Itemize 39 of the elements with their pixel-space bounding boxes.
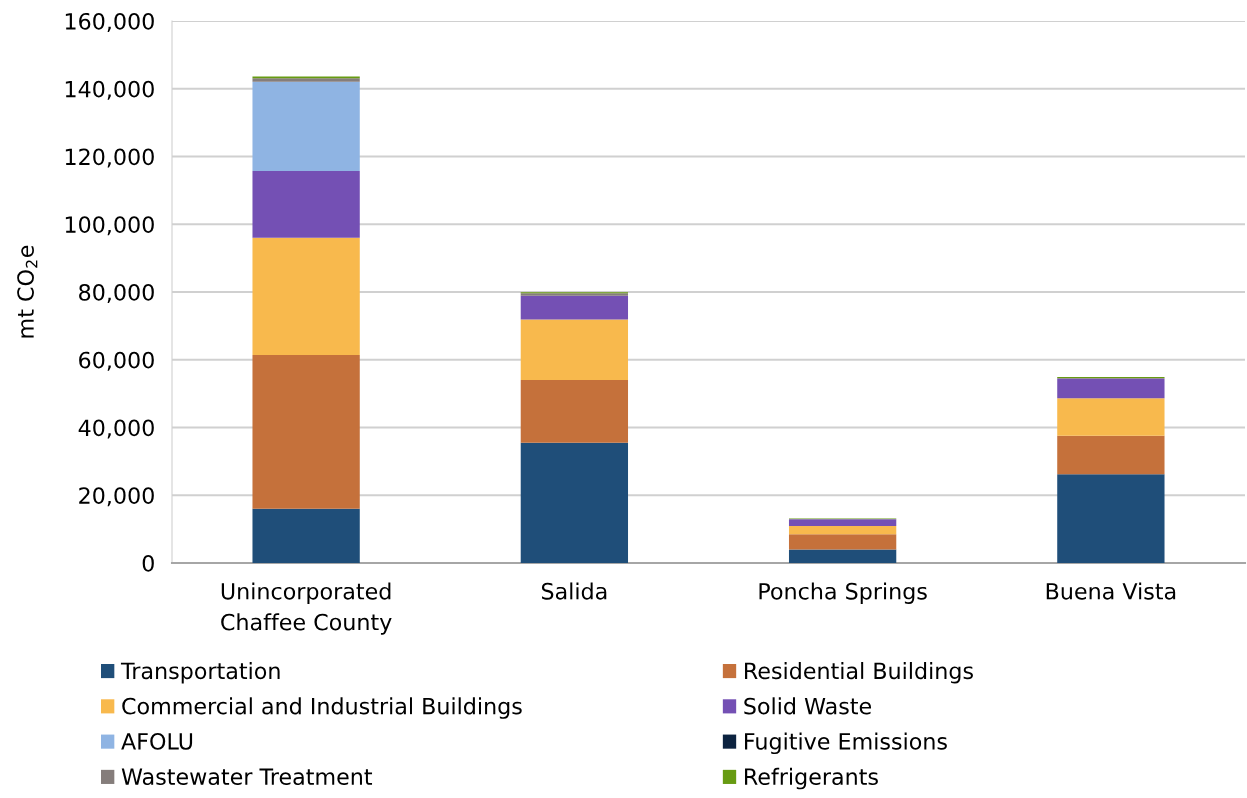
- y-tick-label: 140,000: [65, 80, 154, 100]
- bar: [520, 295, 629, 320]
- bar: [520, 319, 629, 381]
- bar: [788, 526, 897, 535]
- legend-label: Refrigerants: [745, 767, 878, 790]
- bar: [252, 171, 360, 238]
- legend-label: Fugitive Emissions: [745, 732, 947, 755]
- y-tick-label: 100,000: [65, 216, 154, 236]
- bar: [788, 534, 897, 550]
- bar: [788, 519, 897, 527]
- y-tick-label: 0: [142, 554, 154, 572]
- bar: [252, 355, 360, 509]
- bar: [1057, 435, 1165, 475]
- bar: [520, 442, 629, 563]
- x-tick-label: Salida: [541, 582, 607, 600]
- y-tick-label: 80,000: [79, 283, 154, 304]
- y-tick-label: 40,000: [78, 419, 154, 439]
- y-tick-label: 60,000: [79, 351, 154, 371]
- bar: [252, 508, 360, 563]
- y-axis-title: mt CO$_{2}$e: [17, 245, 38, 338]
- legend-label: AFOLU: [121, 732, 193, 750]
- legend-label: Solid Waste: [744, 697, 872, 715]
- legend-label: Commercial and Industrial Buildings: [122, 697, 522, 719]
- x-tick-label: Poncha Springs: [759, 582, 927, 604]
- y-tick-label: 160,000: [65, 12, 154, 33]
- bar: [1057, 398, 1165, 436]
- bar: [1057, 474, 1165, 563]
- bar: [520, 380, 629, 443]
- legend-label: Wastewater Treatment: [121, 768, 373, 786]
- bar: [788, 549, 897, 563]
- y-tick-label: 120,000: [65, 148, 154, 168]
- legend-label: Transportation: [120, 662, 280, 684]
- x-tick-label: Buena Vista: [1046, 582, 1176, 600]
- y-tick-label: 20,000: [79, 487, 154, 507]
- bar: [1057, 378, 1165, 399]
- x-tick-label: Unincorporated Chaffee County: [221, 582, 392, 635]
- legend-label: Residential Buildings: [745, 662, 973, 684]
- bar: [252, 81, 360, 172]
- bar: [252, 237, 360, 356]
